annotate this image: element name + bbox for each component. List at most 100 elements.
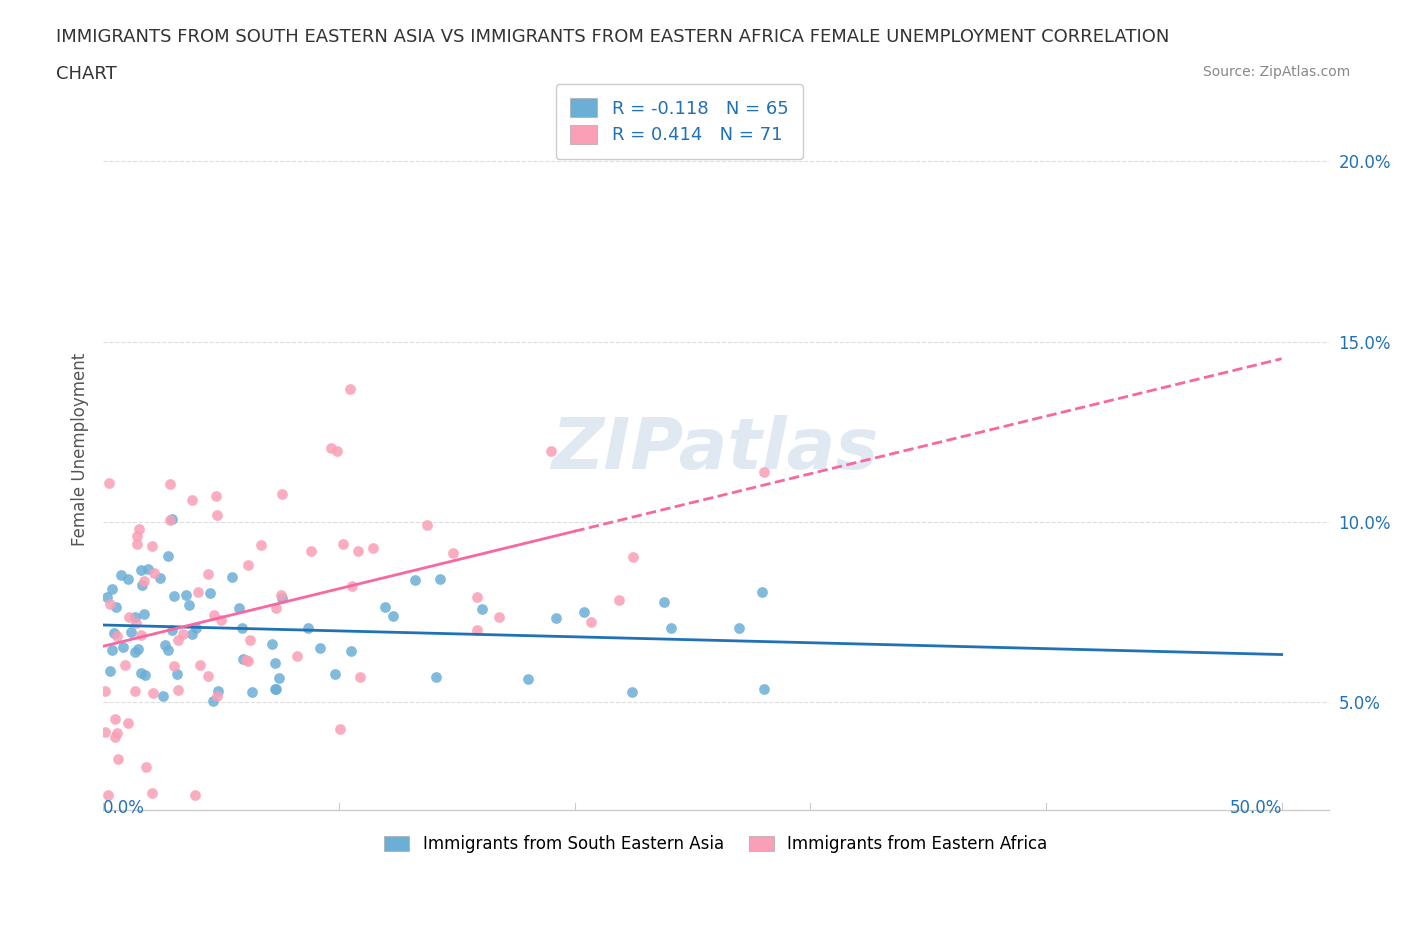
Y-axis label: Female Unemployment: Female Unemployment (72, 353, 89, 547)
Point (207, 688, 229, 703)
Point (128, 522, 150, 537)
Point (332, 537, 354, 551)
Point (262, 637, 284, 652)
Point (621, 550, 644, 565)
Point (347, 543, 370, 558)
Point (105, 726, 128, 741)
Point (329, 722, 352, 737)
Point (155, 637, 177, 652)
Point (221, 569, 243, 584)
Legend: Immigrants from South Eastern Asia, Immigrants from Eastern Africa: Immigrants from South Eastern Asia, Immi… (378, 829, 1054, 859)
Point (134, 606, 156, 621)
Point (321, 440, 343, 455)
Point (134, 573, 156, 588)
Point (104, 729, 127, 744)
Point (97, 788, 120, 803)
Point (465, 590, 488, 604)
Point (157, 549, 180, 564)
Point (187, 584, 209, 599)
Point (124, 616, 146, 631)
Point (159, 512, 181, 527)
Point (124, 684, 146, 698)
Point (264, 681, 287, 696)
Point (152, 688, 174, 703)
Point (183, 787, 205, 802)
Point (136, 562, 159, 577)
Point (540, 444, 562, 458)
Point (124, 644, 146, 659)
Point (111, 640, 134, 655)
Point (727, 620, 749, 635)
Point (572, 604, 595, 619)
Point (166, 683, 188, 698)
Point (198, 586, 221, 601)
Point (340, 644, 363, 658)
Point (166, 666, 188, 681)
Point (141, 538, 163, 553)
Point (101, 643, 124, 658)
Point (309, 641, 332, 656)
Point (134, 668, 156, 683)
Point (349, 670, 371, 684)
Point (197, 566, 219, 581)
Point (361, 540, 384, 555)
Point (231, 620, 253, 635)
Point (270, 591, 292, 605)
Point (416, 517, 439, 532)
Point (180, 493, 202, 508)
Point (135, 760, 157, 775)
Point (141, 785, 163, 800)
Point (621, 684, 644, 699)
Text: 0.0%: 0.0% (103, 800, 145, 817)
Point (264, 656, 287, 671)
Point (228, 601, 250, 616)
Point (159, 476, 181, 491)
Point (659, 620, 682, 635)
Point (176, 587, 198, 602)
Point (266, 682, 288, 697)
Point (103, 625, 125, 640)
Point (125, 529, 148, 544)
Point (105, 629, 128, 644)
Point (340, 578, 363, 593)
Point (179, 598, 201, 613)
Point (160, 512, 183, 526)
Point (235, 652, 257, 667)
Point (157, 643, 180, 658)
Point (101, 582, 124, 597)
Point (98, 664, 121, 679)
Point (579, 615, 602, 630)
Point (127, 642, 149, 657)
Point (236, 557, 259, 572)
Point (544, 610, 567, 625)
Point (752, 682, 775, 697)
Point (404, 572, 426, 587)
Point (131, 666, 153, 681)
Point (96, 590, 118, 604)
Point (207, 684, 229, 698)
Point (142, 685, 165, 700)
Point (129, 628, 152, 643)
Point (167, 632, 190, 647)
Text: Source: ZipAtlas.com: Source: ZipAtlas.com (1202, 65, 1350, 79)
Point (232, 651, 254, 666)
Point (429, 572, 451, 587)
Point (299, 544, 322, 559)
Point (752, 464, 775, 479)
Point (339, 382, 361, 397)
Point (271, 487, 294, 502)
Point (129, 563, 152, 578)
Point (94, 684, 117, 698)
Point (264, 601, 287, 616)
Point (110, 567, 132, 582)
Point (197, 669, 219, 684)
Point (143, 565, 166, 580)
Point (205, 489, 228, 504)
Point (188, 658, 211, 672)
Point (441, 546, 464, 561)
Point (516, 671, 538, 686)
Point (94, 724, 117, 739)
Point (471, 602, 494, 617)
Point (465, 622, 488, 637)
Point (120, 625, 142, 640)
